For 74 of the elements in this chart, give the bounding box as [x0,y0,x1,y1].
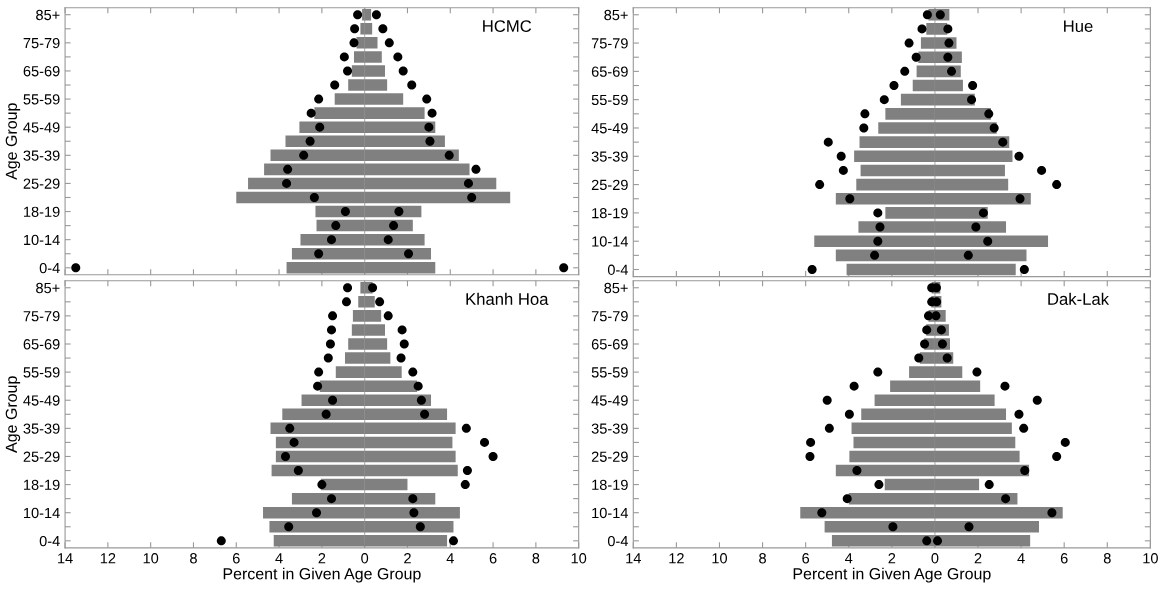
y-tick-label: 35-39 [591,151,628,162]
y-axis-title: Age Group [5,376,21,453]
y-tick-label: 85+ [36,9,60,21]
y-tick-label: 0-4 [607,264,628,275]
y-tick-label: 0-4 [607,535,628,547]
x-tick-label: 8 [190,553,197,564]
y-tick-label: 10-14 [24,507,60,519]
y-tick-label: 18-19 [592,208,628,219]
x-tick-label: 8 [1103,553,1111,564]
y-tick-label: 0-4 [39,262,60,274]
y-tick-label: 18-19 [24,206,60,217]
y-tick-label: 25-29 [23,178,60,189]
y-tick-label: 55-59 [23,367,60,378]
x-axis-title: Percent in Given Age Group [223,567,421,583]
y-tick-label: 10-14 [592,236,629,247]
x-tick-label: 0 [931,553,939,564]
x-tick-label: 10 [712,553,728,564]
y-tick-label: 85+ [604,9,628,21]
text: HCMC [483,20,532,32]
x-tick-label: 12 [100,553,116,564]
text: Hue [1064,20,1093,33]
y-tick-label: 65-69 [23,66,60,77]
x-tick-label: 14 [626,553,641,564]
y-tick-label: 35-39 [591,423,628,434]
y-tick-label: 55-59 [591,367,628,378]
y-tick-label: 85+ [604,282,628,294]
x-tick-label: 0 [361,553,369,564]
x-tick-label: 10 [571,553,587,564]
y-tick-label: 35-39 [23,423,60,434]
y-tick-label: 45-49 [591,123,628,134]
x-tick-label: 8 [759,553,766,564]
y-tick-label: 55-59 [23,94,60,105]
x-tick-label: 2 [888,553,896,564]
y-tick-label: 65-69 [591,66,628,77]
x-tick-label: 14 [58,553,73,564]
x-tick-label: 6 [232,553,240,564]
text: Khanh Hoa [466,292,549,305]
x-tick-label: 2 [974,553,982,564]
y-axis-title: Age Group [5,103,21,180]
y-tick-label: 65-69 [23,339,60,350]
y-tick-label: 10-14 [592,507,629,519]
y-tick-label: 75-79 [23,310,60,322]
y-tick-label: 75-79 [591,310,628,322]
y-tick-label: 10-14 [24,234,60,246]
x-tick-label: 6 [802,553,810,564]
x-tick-label: 12 [669,553,684,564]
y-tick-label: 25-29 [591,451,628,462]
y-tick-label: 55-59 [591,94,628,106]
y-tick-label: 75-79 [591,38,628,49]
x-tick-label: 10 [143,553,159,564]
x-tick-label: 10 [1143,553,1158,564]
x-tick-label: 6 [1060,553,1068,564]
y-tick-label: 18-19 [592,479,628,491]
y-tick-label: 25-29 [23,451,60,462]
x-tick-label: 2 [404,553,411,564]
x-tick-label: 4 [446,553,454,564]
x-tick-label: 4 [1017,553,1025,564]
y-tick-label: 75-79 [23,37,60,49]
x-axis-title: Percent in Given Age Group [793,567,991,583]
y-tick-label: 0-4 [39,535,60,547]
x-tick-label: 4 [275,553,283,564]
y-tick-label: 65-69 [591,339,628,350]
y-tick-label: 35-39 [23,150,60,161]
y-tick-label: 25-29 [591,179,628,191]
x-tick-label: 8 [532,553,540,564]
y-tick-label: 45-49 [591,395,628,406]
x-tick-label: 6 [489,553,497,564]
y-tick-label: 18-19 [24,479,60,491]
y-tick-label: 45-49 [23,122,60,133]
y-tick-label: 85+ [36,282,60,294]
x-tick-label: 2 [318,553,326,564]
text: Dak-Lak [1048,292,1110,305]
x-tick-label: 4 [845,553,853,564]
y-tick-label: 45-49 [23,395,60,406]
